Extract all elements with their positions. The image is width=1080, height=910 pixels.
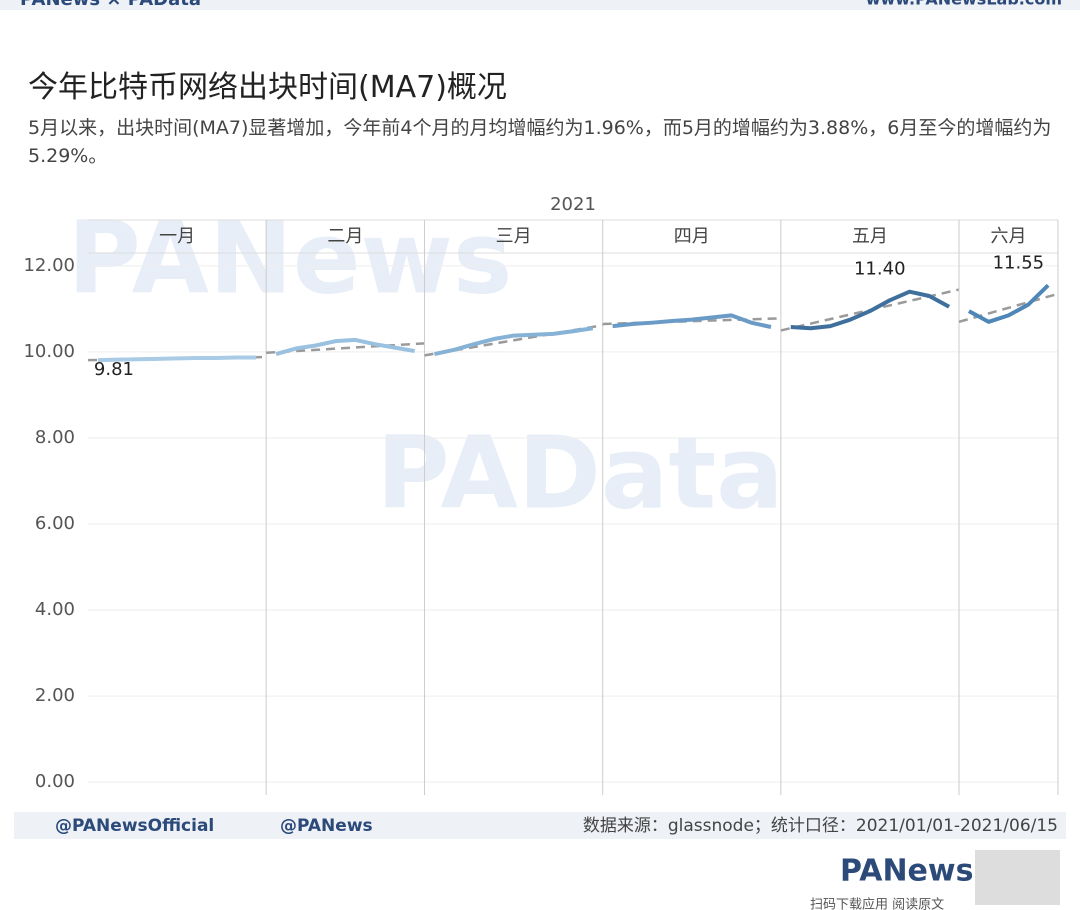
footer-bar bbox=[14, 812, 1066, 839]
y-tick-label: 6.00 bbox=[35, 513, 75, 534]
month-label: 四月 bbox=[674, 226, 710, 247]
data-line bbox=[967, 283, 1050, 324]
data-line bbox=[790, 289, 951, 331]
footer-twitter: @PANewsOfficial bbox=[55, 816, 214, 836]
footer-source: 数据来源：glassnode；统计口径：2021/01/01-2021/06/1… bbox=[583, 816, 1058, 836]
footer-logo: PANews bbox=[840, 854, 973, 889]
trend-line bbox=[958, 292, 1059, 324]
y-tick-label: 10.00 bbox=[23, 341, 75, 362]
watermark: PANews bbox=[68, 199, 513, 316]
header-brand: PANews × PAData bbox=[20, 0, 201, 10]
y-tick-label: 0.00 bbox=[35, 771, 75, 792]
data-line bbox=[275, 337, 415, 357]
month-label: 二月 bbox=[327, 226, 363, 247]
y-tick-label: 12.00 bbox=[23, 255, 75, 276]
month-label: 六月 bbox=[991, 226, 1027, 247]
qr-code bbox=[975, 850, 1060, 905]
data-label: 11.55 bbox=[993, 252, 1045, 273]
y-tick-label: 8.00 bbox=[35, 427, 75, 448]
footer-scan: 扫码下载应用 阅读原文 bbox=[810, 897, 944, 910]
header-url: www.PANewsLab.com bbox=[866, 0, 1062, 9]
data-line bbox=[97, 355, 257, 363]
header-bar bbox=[0, 0, 1080, 10]
chart-subtitle: 5月以来，出块时间(MA7)显著增加，今年前4个月的月均增幅约为1.96%，而5… bbox=[28, 117, 1052, 167]
data-label: 9.81 bbox=[94, 359, 134, 380]
data-line bbox=[434, 326, 594, 357]
year-label: 2021 bbox=[550, 194, 596, 215]
watermark: PAData bbox=[376, 414, 783, 531]
month-label: 五月 bbox=[852, 226, 888, 247]
month-label: 一月 bbox=[159, 226, 195, 247]
trend-line bbox=[266, 342, 425, 355]
y-tick-label: 2.00 bbox=[35, 685, 75, 706]
data-line bbox=[612, 313, 772, 329]
y-tick-label: 4.00 bbox=[35, 599, 75, 620]
footer-weibo: @PANews bbox=[280, 816, 373, 836]
month-label: 三月 bbox=[496, 226, 532, 247]
chart-title: 今年比特币网络出块时间(MA7)概况 bbox=[28, 70, 507, 105]
data-label: 11.40 bbox=[854, 259, 906, 280]
